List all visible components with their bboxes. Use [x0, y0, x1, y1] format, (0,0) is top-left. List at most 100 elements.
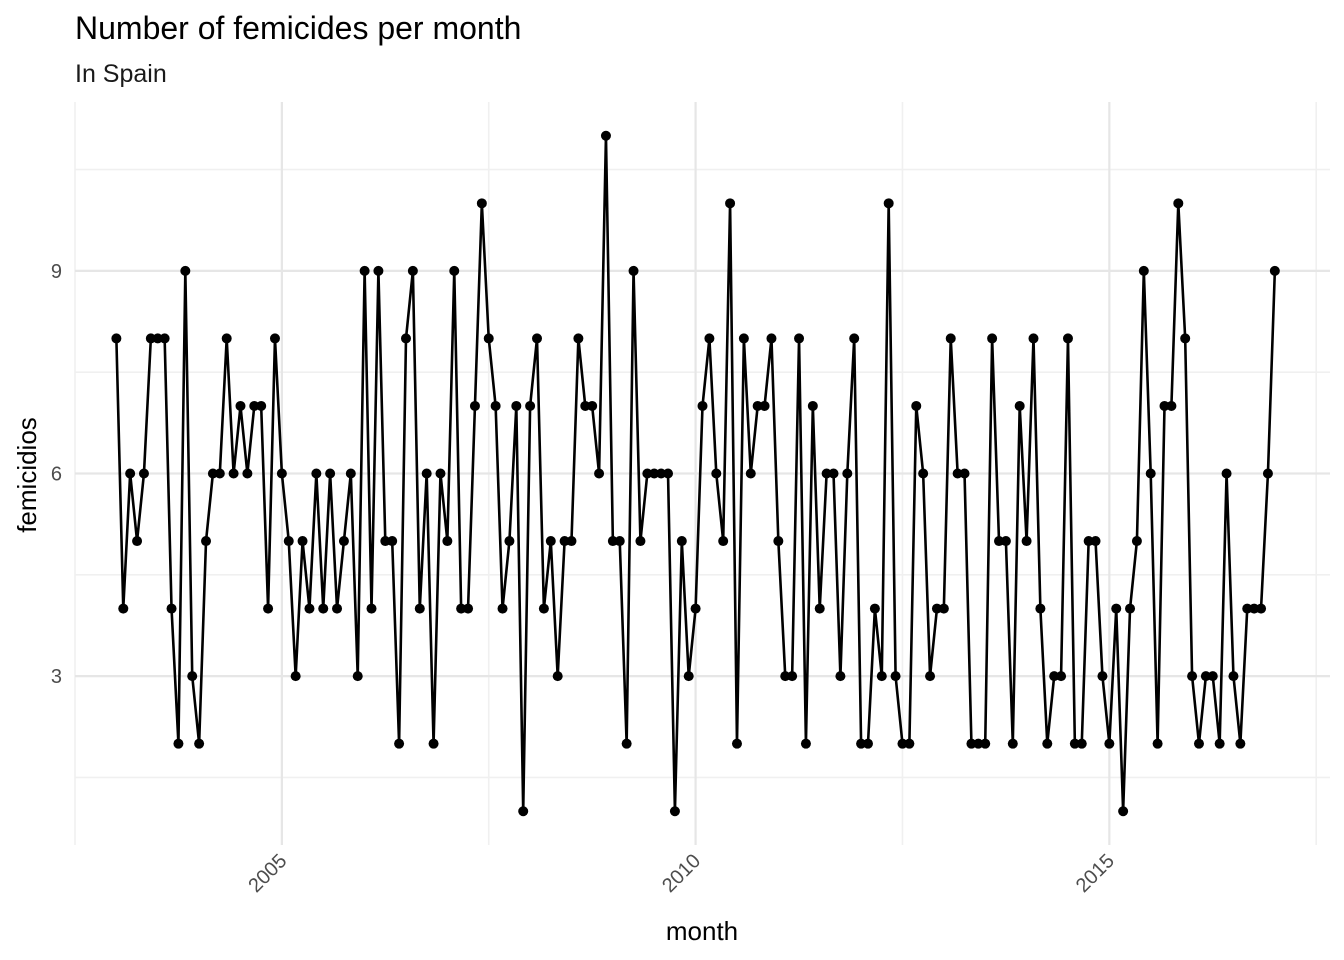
data-point	[931, 603, 942, 614]
data-point	[552, 671, 563, 682]
data-point	[559, 536, 570, 547]
data-point	[1173, 198, 1184, 209]
data-point	[676, 536, 687, 547]
data-point	[828, 468, 839, 479]
data-point	[297, 536, 308, 547]
data-point	[525, 400, 536, 411]
data-point	[1228, 671, 1239, 682]
data-point	[690, 603, 701, 614]
data-point	[249, 400, 260, 411]
data-point	[800, 738, 811, 749]
data-point	[725, 198, 736, 209]
data-point	[738, 333, 749, 344]
data-point	[566, 536, 577, 547]
data-point	[959, 468, 970, 479]
data-point	[518, 806, 529, 817]
chart-title: Number of femicides per month	[75, 10, 521, 46]
data-point	[400, 333, 411, 344]
y-axis-ticks: 3 6 9	[51, 261, 62, 688]
data-point	[435, 468, 446, 479]
data-point	[780, 671, 791, 682]
data-point	[697, 400, 708, 411]
data-point	[1111, 603, 1122, 614]
data-point	[862, 738, 873, 749]
data-point	[1221, 468, 1232, 479]
data-point	[1180, 333, 1191, 344]
data-point	[311, 468, 322, 479]
data-point	[214, 468, 225, 479]
data-point	[711, 468, 722, 479]
data-point	[1207, 671, 1218, 682]
data-point	[849, 333, 860, 344]
data-point	[276, 468, 287, 479]
data-point	[442, 536, 453, 547]
data-point	[973, 738, 984, 749]
data-point	[1021, 536, 1032, 547]
data-point	[497, 603, 508, 614]
data-point	[242, 468, 253, 479]
data-point	[1042, 738, 1053, 749]
data-point	[159, 333, 170, 344]
data-point	[669, 806, 680, 817]
data-point	[145, 333, 156, 344]
data-point	[187, 671, 198, 682]
data-point	[890, 671, 901, 682]
data-point	[911, 400, 922, 411]
data-point	[787, 671, 798, 682]
data-point	[194, 738, 205, 749]
data-point	[463, 603, 474, 614]
data-point	[152, 333, 163, 344]
x-axis-title: month	[666, 916, 738, 946]
data-point	[1014, 400, 1025, 411]
data-point	[387, 536, 398, 547]
data-point	[1214, 738, 1225, 749]
data-point	[511, 400, 522, 411]
data-point	[228, 468, 239, 479]
data-point	[1097, 671, 1108, 682]
data-point	[752, 400, 763, 411]
data-point	[1076, 738, 1087, 749]
data-point	[731, 738, 742, 749]
data-point	[1069, 738, 1080, 749]
data-point	[904, 738, 915, 749]
data-point	[649, 468, 660, 479]
chart-subtitle: In Spain	[75, 60, 167, 88]
data-point	[835, 671, 846, 682]
data-point	[1249, 603, 1260, 614]
data-point	[538, 603, 549, 614]
data-point	[987, 333, 998, 344]
data-point	[380, 536, 391, 547]
data-point	[1131, 536, 1142, 547]
data-point	[842, 468, 853, 479]
data-point	[1145, 468, 1156, 479]
data-point	[359, 265, 370, 276]
data-point	[1262, 468, 1273, 479]
data-point	[201, 536, 212, 547]
data-point	[1056, 671, 1067, 682]
data-point	[1000, 536, 1011, 547]
data-point	[283, 536, 294, 547]
data-point	[856, 738, 867, 749]
data-point	[338, 536, 349, 547]
data-point	[587, 400, 598, 411]
data-point	[414, 603, 425, 614]
data-point	[332, 603, 343, 614]
data-point	[1007, 738, 1018, 749]
series-femicides	[111, 130, 1280, 817]
data-point	[504, 536, 515, 547]
data-point	[759, 400, 770, 411]
data-point	[269, 333, 280, 344]
data-point	[545, 536, 556, 547]
data-point	[1187, 671, 1198, 682]
data-point	[1200, 671, 1211, 682]
y-tick-label: 3	[51, 666, 62, 688]
data-point	[394, 738, 405, 749]
data-point	[1125, 603, 1136, 614]
data-point	[235, 400, 246, 411]
data-point	[1104, 738, 1115, 749]
x-tick-label: 2005	[244, 850, 291, 897]
data-point	[883, 198, 894, 209]
data-point	[656, 468, 667, 479]
data-point	[1269, 265, 1280, 276]
data-point	[635, 536, 646, 547]
